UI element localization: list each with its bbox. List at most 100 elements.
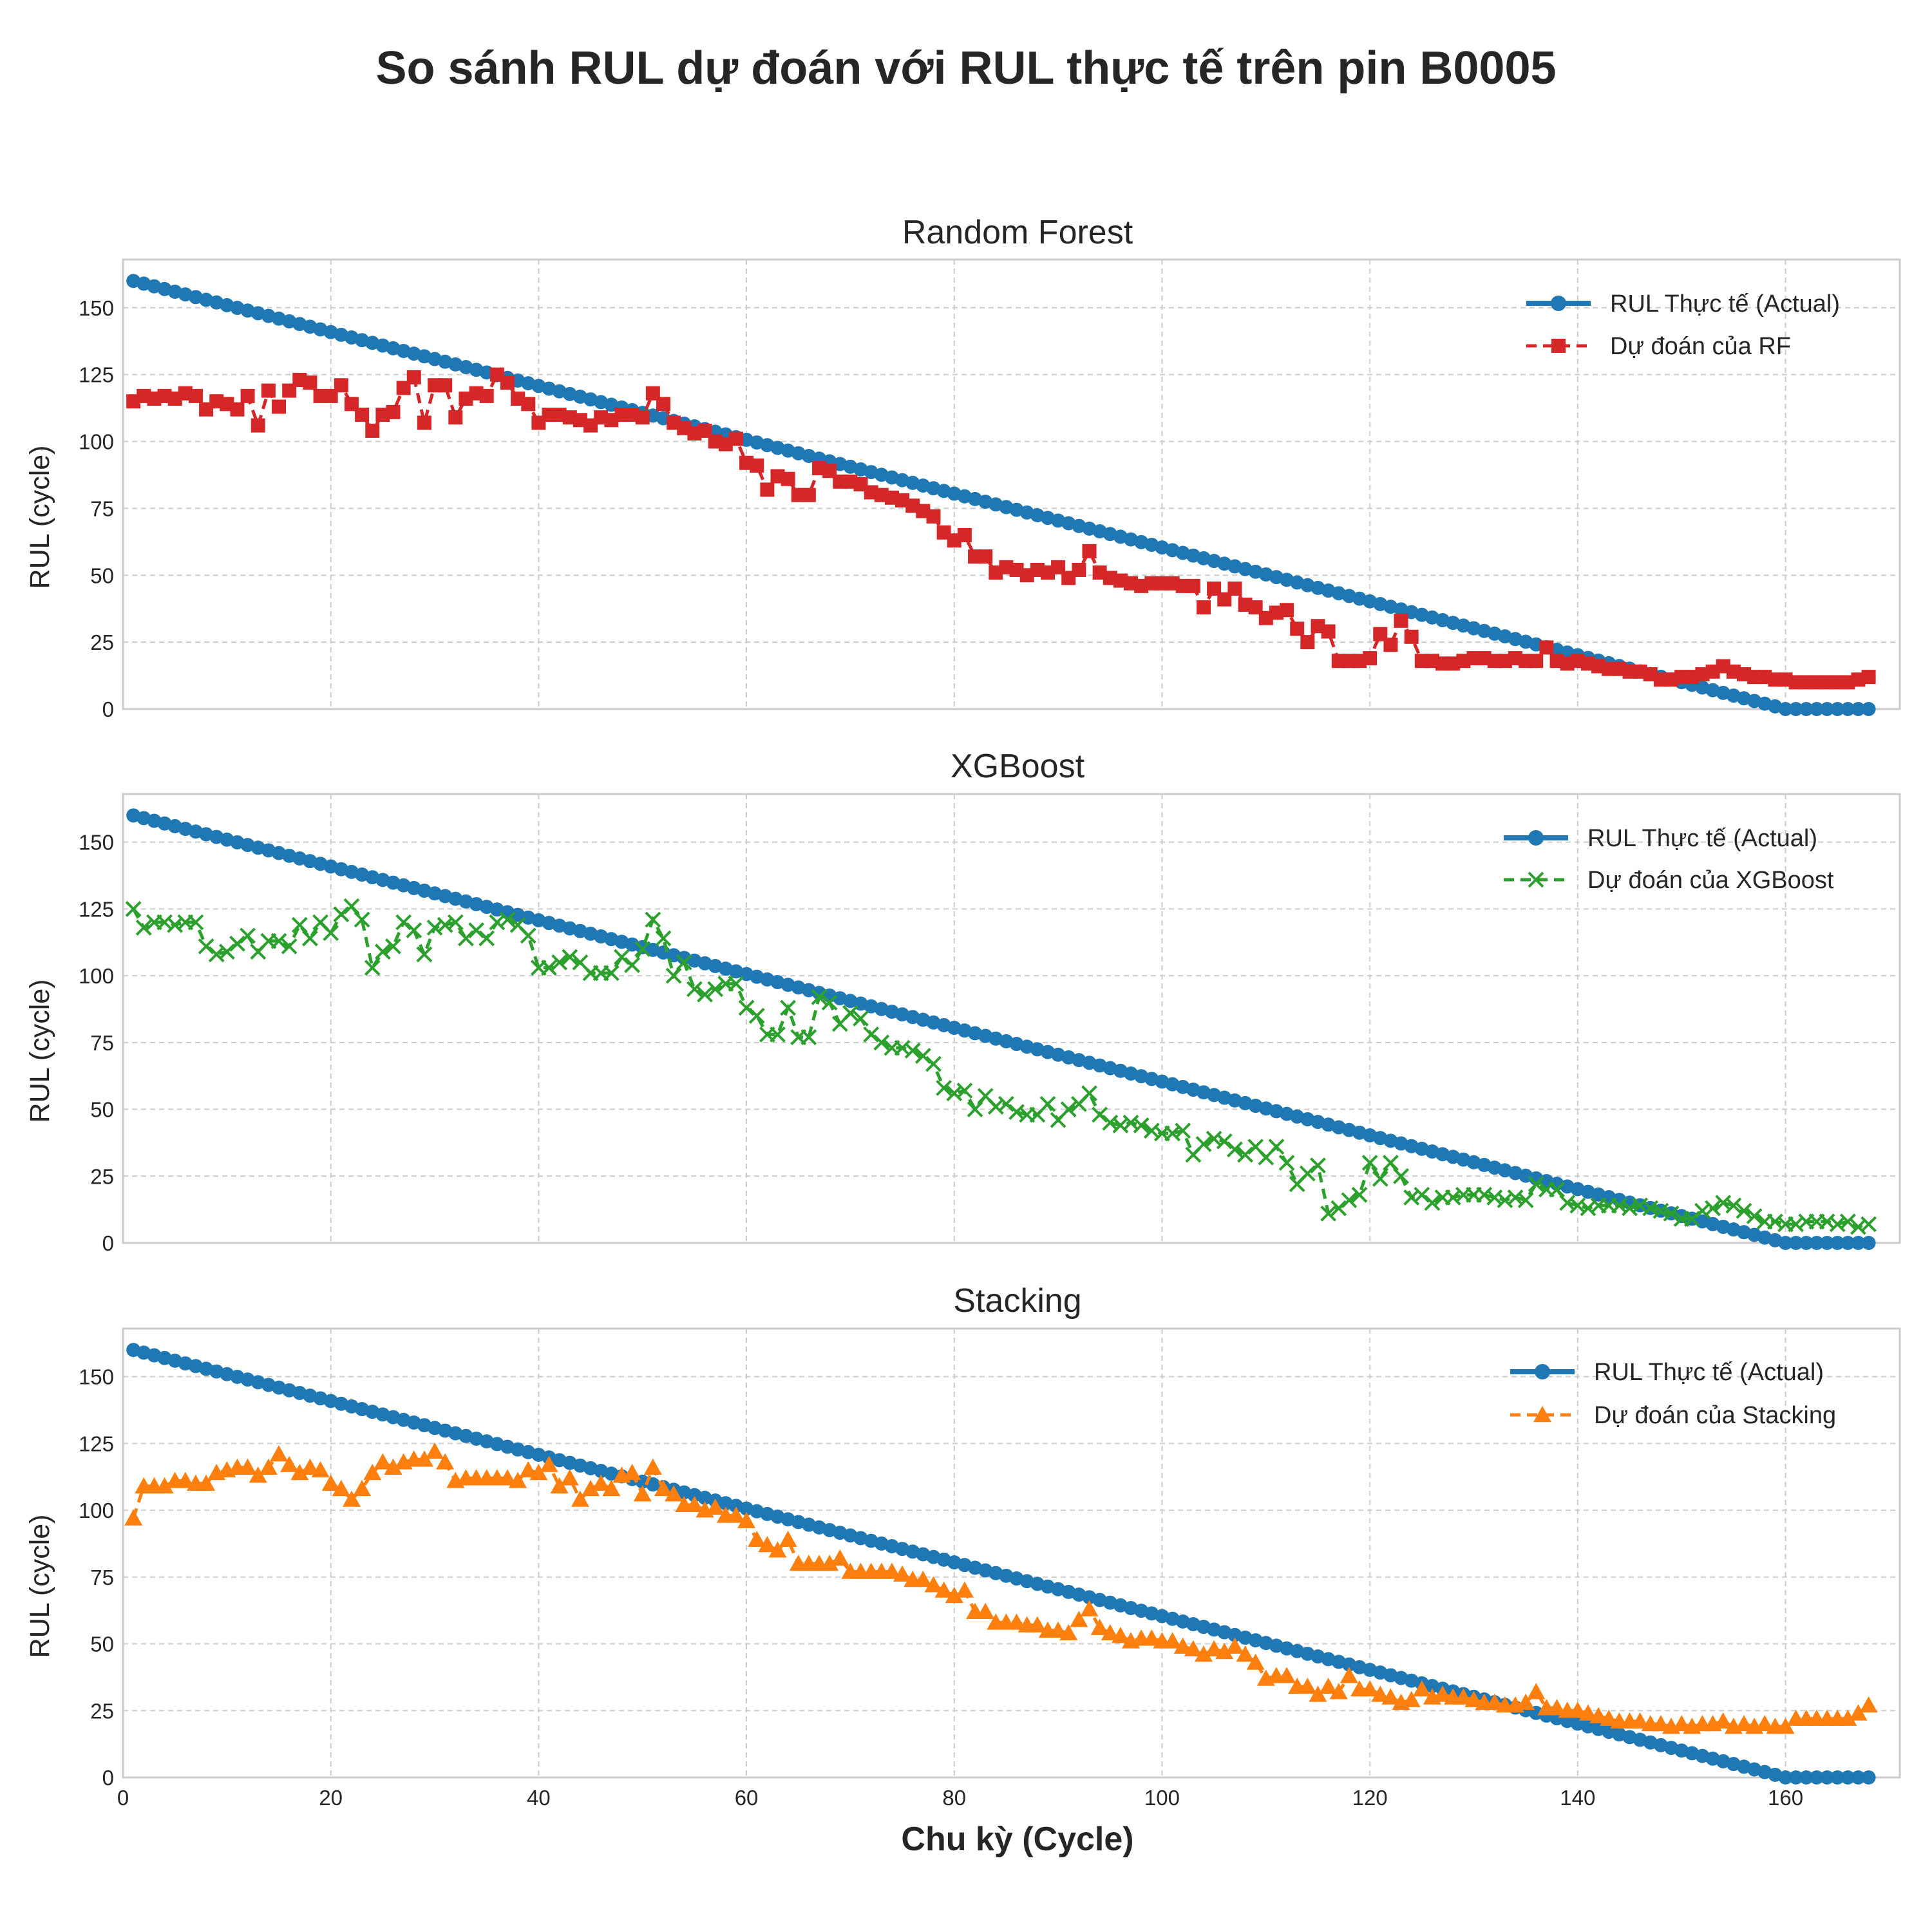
prediction-point <box>863 1026 880 1043</box>
prediction-point <box>1839 1213 1856 1230</box>
actual-point <box>1778 1770 1793 1785</box>
prediction-point <box>323 388 338 403</box>
y-tick-label: 150 <box>79 831 114 855</box>
prediction-point <box>655 930 672 947</box>
actual-point <box>1861 702 1876 716</box>
y-axis-label: RUL (cycle) <box>24 980 55 1123</box>
prediction-point <box>1454 1688 1473 1705</box>
prediction-point <box>635 410 650 425</box>
prediction-point <box>1861 670 1876 685</box>
x-tick-label: 20 <box>319 1786 343 1810</box>
prediction-point <box>1007 1613 1026 1630</box>
prediction-point <box>458 930 474 947</box>
prediction-point <box>924 1576 943 1593</box>
prediction-point <box>1278 1155 1295 1171</box>
prediction-point <box>925 1056 942 1072</box>
prediction-point <box>468 922 484 939</box>
prediction-point <box>926 509 941 524</box>
prediction-point <box>1393 1168 1409 1184</box>
prediction-point <box>188 388 203 403</box>
prediction-point <box>426 1442 444 1459</box>
prediction-point <box>904 1042 921 1059</box>
actual-point <box>1788 702 1803 716</box>
prediction-point <box>551 954 568 971</box>
panel-random-forest: Random Forest RUL (cycle) 0 25 50 75 100 125 1… <box>24 214 1901 721</box>
actual-point <box>1799 1236 1814 1250</box>
prediction-point <box>1142 1629 1161 1646</box>
y-axis-label: RUL (cycle) <box>24 446 55 589</box>
actual-point <box>1799 702 1814 716</box>
prediction-point <box>1394 613 1408 628</box>
prediction-point <box>333 906 350 923</box>
prediction-point <box>1082 544 1097 558</box>
prediction-point <box>1861 1216 1877 1233</box>
legend-pred-label: Dự đoán của RF <box>1610 333 1791 360</box>
prediction-point <box>1373 627 1388 641</box>
prediction-point <box>643 1458 662 1475</box>
prediction-point <box>1133 1117 1150 1133</box>
prediction-point <box>645 911 661 928</box>
prediction-point <box>987 1098 1004 1115</box>
prediction-point <box>1382 1155 1399 1171</box>
y-tick-label: 0 <box>102 1766 114 1790</box>
prediction-point <box>1090 1618 1109 1635</box>
x-tick-label: 40 <box>527 1786 551 1810</box>
prediction-point <box>976 1602 995 1619</box>
prediction-point <box>978 549 993 564</box>
actual-point <box>1851 1770 1866 1785</box>
prediction-point <box>365 423 380 438</box>
prediction-point <box>614 949 630 965</box>
prediction-point <box>697 423 712 438</box>
panel-title: Random Forest <box>902 214 1133 251</box>
prediction-point <box>1736 1202 1752 1219</box>
prediction-point <box>801 488 816 502</box>
actual-point <box>1799 1770 1814 1785</box>
prediction-point <box>1049 1621 1068 1638</box>
prediction-point <box>1714 1712 1732 1729</box>
x-tick-label: 120 <box>1352 1786 1388 1810</box>
prediction-point <box>311 1461 330 1478</box>
y-tick-label: 75 <box>90 1566 114 1589</box>
prediction-point <box>1381 1688 1400 1705</box>
prediction-point <box>521 397 536 412</box>
prediction-point <box>676 954 692 971</box>
prediction-point <box>479 388 494 403</box>
prediction-point <box>728 976 744 992</box>
prediction-point <box>726 1506 745 1523</box>
prediction-point <box>251 418 265 433</box>
panel-title: XGBoost <box>951 748 1085 785</box>
prediction-point <box>438 378 453 393</box>
prediction-point <box>1529 654 1544 668</box>
prediction-point <box>1248 600 1263 615</box>
prediction-point <box>603 965 620 981</box>
prediction-point <box>364 960 381 976</box>
prediction-point <box>125 900 142 917</box>
prediction-point <box>332 1479 350 1497</box>
prediction-point <box>498 1469 516 1486</box>
prediction-point <box>500 375 515 390</box>
prediction-point <box>1351 1186 1368 1203</box>
prediction-point <box>1705 1200 1721 1217</box>
y-tick-label: 25 <box>90 1164 114 1188</box>
y-tick-label: 0 <box>102 1231 114 1255</box>
prediction-point <box>685 1495 704 1513</box>
y-tick-labels: 0 25 50 75 100 125 150 <box>79 831 114 1255</box>
prediction-point <box>822 464 837 478</box>
prediction-point <box>499 911 516 928</box>
prediction-point <box>811 989 828 1005</box>
prediction-point <box>302 930 318 947</box>
prediction-point <box>1424 1195 1441 1211</box>
prediction-point <box>478 930 495 947</box>
plot-area <box>122 1327 1901 1785</box>
prediction-point <box>1072 562 1086 577</box>
prediction-point <box>1215 1643 1234 1660</box>
prediction-point <box>1404 629 1419 644</box>
prediction-point <box>135 920 152 936</box>
prediction-point <box>728 431 743 446</box>
x-tick-label: 0 <box>117 1786 129 1810</box>
prediction-point <box>1517 1192 1534 1209</box>
prediction-point <box>748 1530 766 1547</box>
prediction-point <box>249 1466 267 1483</box>
prediction-point <box>998 1095 1014 1112</box>
prediction-point <box>1216 1133 1233 1150</box>
